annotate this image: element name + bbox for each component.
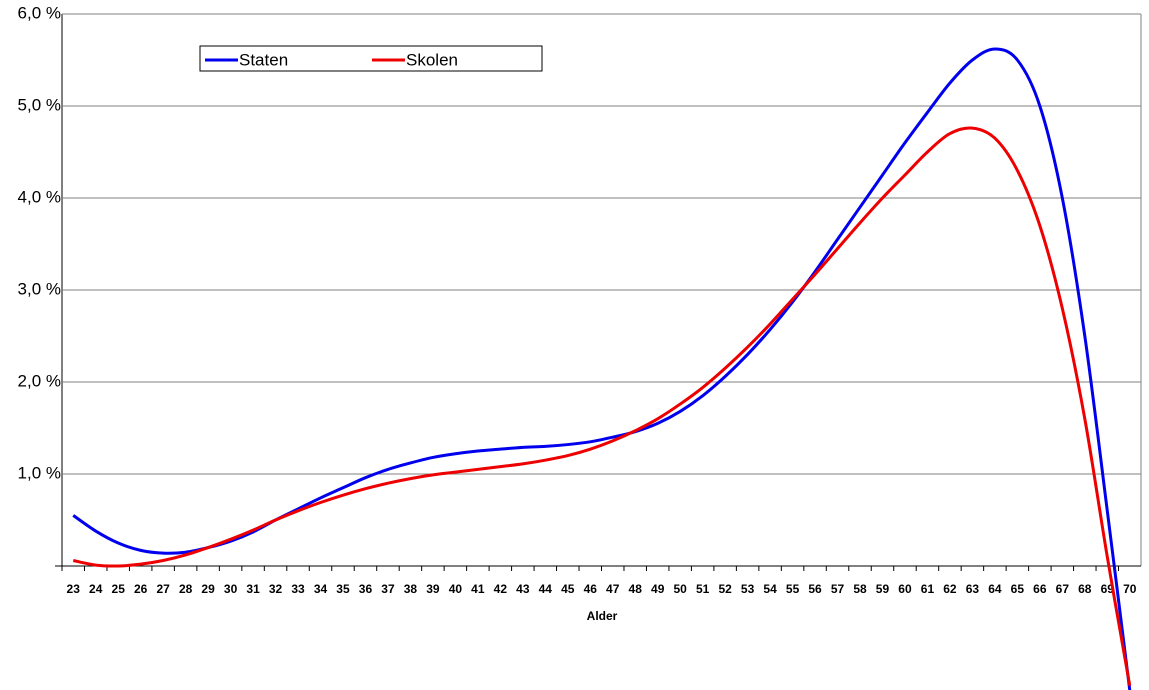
x-tick-label: 61 [921,582,935,596]
legend-label: Staten [239,50,288,69]
x-tick-label: 55 [786,582,800,596]
x-tick-label: 65 [1011,582,1025,596]
x-tick-label: 25 [112,582,126,596]
series-line [72,126,1132,686]
x-tick-label: 54 [763,582,777,596]
x-tick-label: 50 [673,582,687,596]
x-tick-label: 47 [606,582,620,596]
x-tick-label: 32 [269,582,283,596]
x-tick-label: 30 [224,582,238,596]
x-tick-label: 23 [67,582,81,596]
x-tick-label: 49 [651,582,665,596]
x-tick-label: 51 [696,582,710,596]
legend-box [199,45,543,72]
x-tick-label: 34 [314,582,328,596]
x-tick-label: 62 [943,582,957,596]
x-tick-label: 29 [201,582,215,596]
x-tick-label: 63 [966,582,980,596]
x-tick-label: 67 [1056,582,1070,596]
x-tick-label: 33 [291,582,305,596]
x-tick-label: 52 [718,582,732,596]
x-tick-label: 31 [246,582,260,596]
y-tick-label: 2,0 % [18,371,61,390]
x-tick-label: 48 [629,582,643,596]
x-tick-label: 68 [1078,582,1092,596]
x-tick-label: 41 [471,582,485,596]
x-tick-label: 43 [516,582,530,596]
x-tick-label: 60 [898,582,912,596]
x-tick-label: 28 [179,582,193,596]
x-tick-label: 59 [876,582,890,596]
x-tick-label: 37 [381,582,395,596]
x-tick-label: 26 [134,582,148,596]
y-tick-label: 3,0 % [18,279,61,298]
x-tick-label: 40 [449,582,463,596]
y-tick-label: 6,0 % [18,3,61,22]
x-tick-label: 27 [156,582,170,596]
x-tick-label: 64 [988,582,1002,596]
x-tick-label: 46 [584,582,598,596]
y-tick-label: 4,0 % [18,187,61,206]
x-tick-label: 44 [539,582,553,596]
legend-label: Skolen [406,50,458,69]
x-tick-label: 57 [831,582,845,596]
series-line [72,47,1132,690]
x-axis-title: Alder [587,609,618,623]
x-tick-label: 70 [1123,582,1137,596]
x-tick-label: 39 [426,582,440,596]
x-tick-label: 42 [494,582,508,596]
x-tick-label: 53 [741,582,755,596]
y-tick-label: 1,0 % [18,463,61,482]
x-tick-label: 38 [404,582,418,596]
x-tick-label: 45 [561,582,575,596]
y-tick-label: 5,0 % [18,95,61,114]
x-tick-label: 66 [1033,582,1047,596]
x-tick-label: 36 [359,582,373,596]
x-tick-label: 24 [89,582,103,596]
x-tick-label: 58 [853,582,867,596]
x-tick-label: 35 [336,582,350,596]
x-tick-label: 56 [808,582,822,596]
